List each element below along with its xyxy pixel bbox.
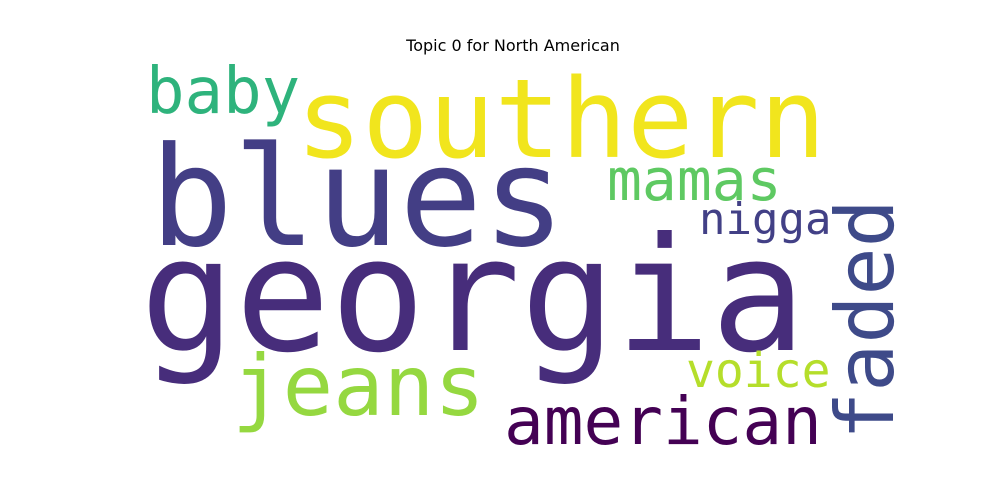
word-voice: voice [686,343,831,399]
word-faded: faded [819,199,912,440]
word-nigga: nigga [699,194,831,245]
word-baby: baby [146,55,300,129]
word-american: american [504,383,822,460]
word-georgia: georgia [140,204,806,388]
word-jeans: jeans [232,337,485,435]
word-southern: southern [296,55,826,183]
chart-title: Topic 0 for North American [406,36,620,55]
word-mamas: mamas [607,146,782,214]
word-blues: blues [150,117,565,278]
